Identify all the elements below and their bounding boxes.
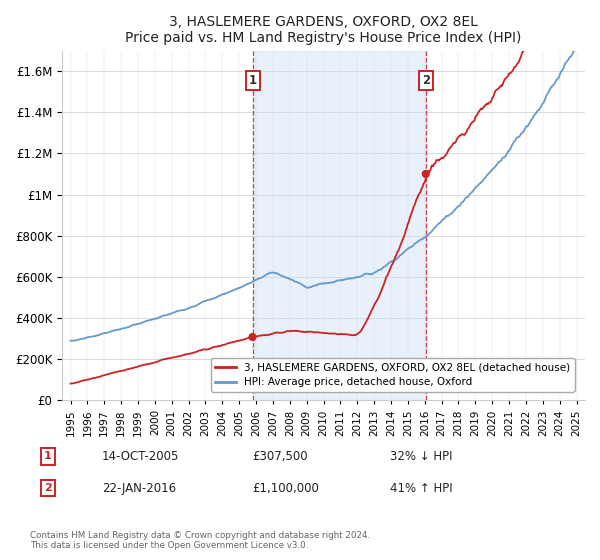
Text: £1,100,000: £1,100,000	[252, 482, 319, 495]
Point	[248, 333, 257, 342]
Text: 2: 2	[44, 483, 52, 493]
Text: 14-OCT-2005: 14-OCT-2005	[102, 450, 179, 463]
Text: 22-JAN-2016: 22-JAN-2016	[102, 482, 176, 495]
Text: Contains HM Land Registry data © Crown copyright and database right 2024.
This d: Contains HM Land Registry data © Crown c…	[30, 530, 370, 550]
Text: 1: 1	[248, 74, 257, 87]
Title: 3, HASLEMERE GARDENS, OXFORD, OX2 8EL
Price paid vs. HM Land Registry's House Pr: 3, HASLEMERE GARDENS, OXFORD, OX2 8EL Pr…	[125, 15, 522, 45]
Text: 1: 1	[44, 451, 52, 461]
Bar	[253, 50, 426, 400]
Text: £307,500: £307,500	[252, 450, 308, 463]
Text: 32% ↓ HPI: 32% ↓ HPI	[390, 450, 452, 463]
Text: 2: 2	[422, 74, 430, 87]
Legend: 3, HASLEMERE GARDENS, OXFORD, OX2 8EL (detached house), HPI: Average price, deta: 3, HASLEMERE GARDENS, OXFORD, OX2 8EL (d…	[211, 358, 575, 391]
Point	[421, 170, 431, 179]
Text: 41% ↑ HPI: 41% ↑ HPI	[390, 482, 452, 495]
